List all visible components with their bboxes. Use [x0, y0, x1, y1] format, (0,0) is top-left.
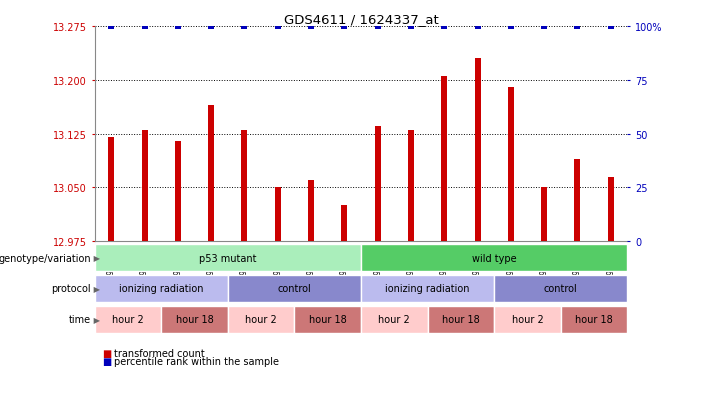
Text: control: control	[278, 284, 311, 294]
Text: p53 mutant: p53 mutant	[199, 253, 257, 263]
Text: hour 2: hour 2	[245, 314, 277, 324]
Title: GDS4611 / 1624337_at: GDS4611 / 1624337_at	[284, 13, 438, 26]
Text: percentile rank within the sample: percentile rank within the sample	[114, 356, 279, 366]
Text: hour 18: hour 18	[176, 314, 213, 324]
Bar	[228, 275, 361, 302]
Bar	[408, 131, 414, 242]
Bar	[361, 306, 428, 333]
Bar	[241, 131, 247, 242]
Text: ▶: ▶	[91, 315, 100, 324]
Bar	[175, 141, 181, 242]
Text: hour 18: hour 18	[576, 314, 613, 324]
Bar	[361, 275, 494, 302]
Bar	[275, 188, 281, 242]
Text: protocol: protocol	[51, 284, 91, 294]
Text: ■: ■	[102, 356, 111, 366]
Text: ▶: ▶	[91, 254, 100, 263]
Bar	[95, 275, 228, 302]
Bar	[308, 181, 314, 242]
Bar	[208, 106, 215, 242]
Text: hour 2: hour 2	[112, 314, 144, 324]
Text: ■: ■	[102, 348, 111, 358]
Bar	[294, 306, 361, 333]
Bar	[142, 131, 148, 242]
Text: ionizing radiation: ionizing radiation	[386, 284, 470, 294]
Bar	[608, 177, 614, 242]
Bar	[341, 206, 348, 242]
Bar	[508, 88, 514, 242]
Text: transformed count: transformed count	[114, 348, 205, 358]
Bar	[228, 306, 294, 333]
Text: hour 18: hour 18	[309, 314, 346, 324]
Text: ▶: ▶	[91, 284, 100, 293]
Bar	[574, 159, 580, 242]
Text: wild type: wild type	[472, 253, 517, 263]
Text: hour 2: hour 2	[512, 314, 543, 324]
Text: hour 2: hour 2	[379, 314, 410, 324]
Bar	[541, 188, 547, 242]
Bar	[374, 127, 381, 242]
Bar	[95, 306, 161, 333]
Text: hour 18: hour 18	[442, 314, 479, 324]
Bar	[361, 244, 627, 272]
Text: ionizing radiation: ionizing radiation	[119, 284, 203, 294]
Text: control: control	[544, 284, 578, 294]
Bar	[108, 138, 114, 242]
Bar	[494, 306, 561, 333]
Bar	[441, 77, 447, 242]
Bar	[95, 244, 361, 272]
Bar	[161, 306, 228, 333]
Text: time: time	[69, 314, 91, 324]
Bar	[475, 59, 481, 242]
Bar	[428, 306, 494, 333]
Bar	[561, 306, 627, 333]
Text: genotype/variation: genotype/variation	[0, 253, 91, 263]
Bar	[494, 275, 627, 302]
